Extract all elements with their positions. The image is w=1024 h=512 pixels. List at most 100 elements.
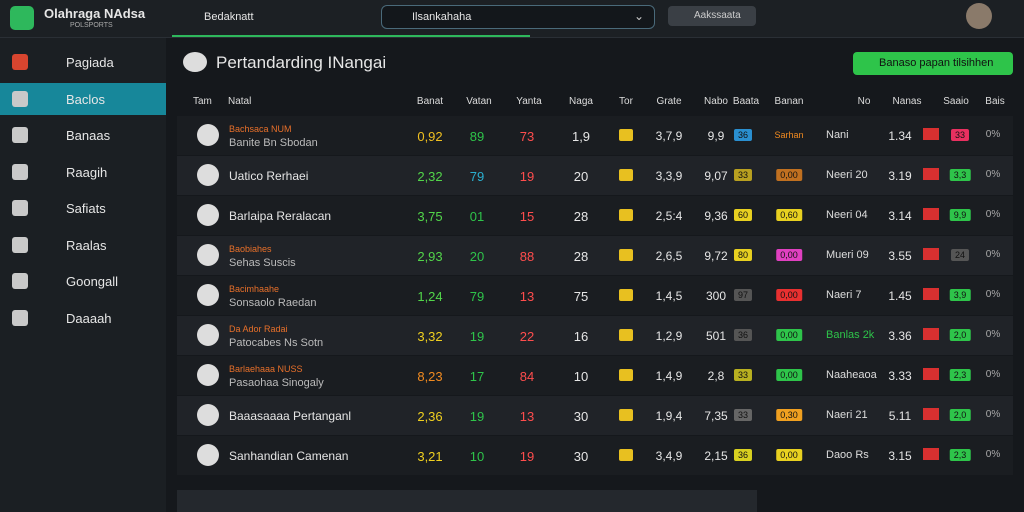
odds-badge: 36: [733, 329, 753, 341]
avatar[interactable]: [966, 3, 992, 29]
stat-cell: 3.55: [888, 249, 912, 263]
odds-badge: 33: [733, 369, 753, 381]
team-logo: [197, 204, 219, 226]
status-badge: Sarhan: [770, 129, 808, 141]
stat-cell: 0%: [985, 169, 1001, 180]
form-icon: [619, 409, 633, 421]
table-row[interactable]: Da Ador Radai Patocabes Ns Sotn 3,32 19 22 16…: [177, 316, 1013, 356]
stat-cell: 2,8: [707, 369, 725, 383]
odds-badge: 80: [733, 249, 753, 261]
form-icon: [619, 129, 633, 141]
stat-cell: 3,21: [417, 449, 443, 464]
column-header: Natal: [228, 96, 252, 107]
action-button[interactable]: Banaso papan tilsihhen: [853, 52, 1013, 75]
column-header: Tor: [619, 96, 633, 107]
table-row[interactable]: Barlaipa Reralacan 3,75 01 15 28 2,5:4 9,36 60 0…: [177, 196, 1013, 236]
top-bar: Olahraga NAdsa POLSPORTS Bedaknatt Ilsan…: [0, 0, 1024, 38]
brand-name: Olahraga NAdsa: [44, 6, 146, 21]
flag: [923, 128, 939, 140]
sidebar-item[interactable]: Daaaah: [0, 302, 166, 334]
stat-cell: 0%: [985, 369, 1001, 380]
table-row[interactable]: Baobiahes Sehas Suscis 2,93 20 88 28 2,6,5 9,72…: [177, 236, 1013, 276]
sidebar-icon: [12, 236, 28, 253]
match-label: Naeri 21: [826, 409, 868, 421]
table-row[interactable]: Barlaehaaa NUSS Pasaohaa Sinogaly 8,23 17 84…: [177, 356, 1013, 396]
stat-cell: 5.11: [888, 409, 912, 423]
odds-badge: 33: [733, 169, 753, 181]
sidebar: Pagiada Baclos Banaas Raagih Safiats Raalas Go…: [0, 38, 166, 512]
tab-underline: [172, 35, 530, 37]
stat-cell: 0%: [985, 129, 1001, 140]
stat-cell: 7,35: [704, 409, 728, 423]
team-name: Baaasaaaa Pertanganl: [229, 409, 352, 423]
stat-cell: 0%: [985, 449, 1001, 460]
sidebar-item[interactable]: Raalas: [0, 229, 166, 261]
odds-badge: 60: [733, 209, 753, 221]
stat-cell: 3.15: [888, 449, 912, 463]
table-row[interactable]: Bacimhaahe Sonsaolo Raedan 1,24 79 13 75 1,4,5…: [177, 276, 1013, 316]
stat-cell: 28: [573, 209, 589, 224]
score-badge: 2,0: [949, 409, 971, 421]
stat-cell: 1,9,4: [655, 409, 683, 423]
column-header: Bais: [985, 96, 1005, 107]
table-row[interactable]: Baaasaaaa Pertanganl 2,36 19 13 30 1,9,4 7,35 3…: [177, 396, 1013, 436]
team-tag: Bacimhaahe: [229, 284, 280, 294]
stat-cell: 79: [469, 289, 485, 304]
column-header: Yanta: [516, 96, 542, 107]
sidebar-item[interactable]: Goongall: [0, 265, 166, 297]
top-button[interactable]: Aakssaata: [668, 6, 756, 26]
score-badge: 2,3: [949, 369, 971, 381]
sidebar-item[interactable]: Safiats: [0, 192, 166, 224]
table-row[interactable]: Bachsaca NUM Banite Bn Sbodan 0,92 89 73 1,9 3…: [177, 116, 1013, 156]
team-logo: [197, 364, 219, 386]
match-label: Mueri 09: [826, 249, 869, 261]
sidebar-item[interactable]: Raagih: [0, 156, 166, 188]
stat-cell: 20: [573, 169, 589, 184]
sidebar-item[interactable]: Baclos: [0, 82, 166, 115]
table-row[interactable]: Uatico Rerhaei 2,32 79 19 20 3,3,9 9,07 33 0,00 N…: [177, 156, 1013, 196]
team-tag: Barlaehaaa NUSS: [229, 364, 303, 374]
sidebar-icon: [12, 127, 28, 143]
sidebar-label: Raalas: [66, 237, 107, 253]
match-label: Daoo Rs: [826, 449, 869, 461]
form-icon: [619, 289, 633, 301]
stat-cell: 0%: [985, 409, 1001, 420]
stat-cell: 3.36: [888, 329, 912, 343]
status-badge: 0,00: [776, 449, 802, 461]
search-box[interactable]: Ilsankahaha ⌄: [381, 5, 655, 29]
stat-cell: 89: [469, 129, 485, 144]
stat-cell: 22: [519, 329, 535, 344]
sidebar-label: Daaaah: [66, 310, 112, 326]
team-name: Pasaohaa Sinogaly: [229, 377, 324, 389]
stat-cell: 2,93: [417, 249, 443, 264]
sidebar-icon: [12, 163, 28, 180]
stat-cell: 20: [469, 249, 485, 264]
team-logo: [197, 124, 219, 146]
stat-cell: 10: [573, 369, 589, 384]
match-label: Naaheaoa: [826, 369, 877, 381]
stat-cell: 19: [519, 169, 535, 184]
score-badge: 3,9: [949, 289, 971, 301]
form-icon: [619, 449, 633, 461]
footer-row: [177, 490, 757, 512]
stat-cell: 3.19: [888, 169, 912, 183]
match-label: Naeri 7: [826, 289, 862, 301]
sidebar-item[interactable]: Pagiada: [0, 46, 166, 78]
page-title: Pertandarding INangai: [216, 53, 387, 72]
sidebar-item[interactable]: Banaas: [0, 119, 166, 151]
stat-cell: 9,9: [707, 129, 725, 143]
brand-tagline: POLSPORTS: [70, 22, 113, 29]
stat-cell: 3,3,9: [655, 169, 683, 183]
top-tab[interactable]: Bedaknatt: [204, 11, 254, 23]
team-name: Uatico Rerhaei: [229, 169, 309, 183]
flag: [923, 448, 939, 460]
stat-cell: 10: [469, 449, 485, 464]
top-button-text: Aakssaata: [694, 10, 741, 21]
stat-cell: 17: [469, 369, 485, 384]
table-row[interactable]: Sanhandian Camenan 3,21 10 19 30 3,4,9 2,15 36 0…: [177, 436, 1013, 476]
column-header: Baata: [732, 96, 760, 107]
team-tag: Bachsaca NUM: [229, 124, 292, 134]
team-tag: Baobiahes: [229, 244, 272, 254]
stat-cell: 01: [469, 209, 485, 224]
